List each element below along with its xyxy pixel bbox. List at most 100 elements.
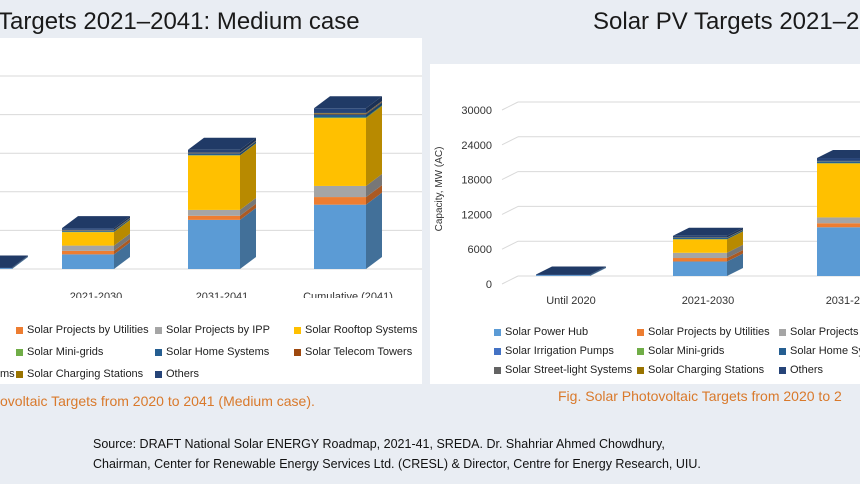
legend-swatch [779, 328, 786, 336]
bar-segment [0, 267, 12, 269]
bar-segment-side [12, 256, 28, 269]
y-tick-label: 30000 [461, 105, 492, 117]
bar-segment [673, 235, 727, 238]
bar-segment-side [366, 101, 382, 114]
bar-segment-side [366, 100, 382, 114]
bar-segment-side [727, 227, 743, 238]
bar-segment-side [366, 192, 382, 269]
bar-segment [314, 114, 366, 118]
left-figure-caption: ovoltaic Targets from 2020 to 2041 (Medi… [0, 393, 315, 409]
bar-segment-side [727, 253, 743, 276]
bar-top-face [817, 150, 860, 159]
y-tick-label: 24000 [461, 140, 492, 152]
source-line-2: Chairman, Center for Renewable Energy Se… [93, 457, 701, 471]
bar-segment [673, 252, 727, 259]
gridline-depth [501, 171, 519, 181]
bar-segment-side [114, 217, 130, 231]
legend-right-item-0: Solar Power Hub [494, 326, 588, 338]
bar-segment-side [240, 203, 256, 220]
y-tick-label: 18000 [461, 175, 492, 187]
bar-segment-side [240, 143, 256, 156]
bar-segment-side [114, 218, 130, 232]
left-chart-title: Targets 2021–2041: Medium case [0, 8, 360, 35]
bar-segment-side [240, 141, 256, 156]
bar-segment [817, 161, 860, 164]
legend-left-item-4: Solar Home Systems [155, 346, 269, 358]
bar-segment-side [727, 231, 743, 253]
legend-right-item-5: Solar Home Sy [779, 345, 860, 357]
x-tick-label: 2031-2041 [196, 291, 249, 298]
right-chart-panel: 0 6000 12000 18000 24000 30000 Capacity, MW (A… [430, 64, 860, 384]
bar-top-face [188, 137, 256, 150]
y-tick-label: 12000 [461, 209, 492, 221]
legend-left-item-3: Solar Mini-grids [16, 346, 103, 358]
left-chart-panel: 2021-2030 2031-2041 Cumulative (2041) [0, 38, 422, 384]
legend-swatch [494, 328, 501, 336]
bar-segment-side [240, 207, 256, 269]
bar-segment [673, 239, 727, 253]
left-chart-svg: 2021-2030 2031-2041 Cumulative (2041) [0, 75, 422, 298]
legend-swatch [16, 370, 23, 378]
legend-left-item-0: Solar Projects by Utilities [16, 324, 149, 336]
bar-top-face [673, 227, 743, 236]
bar-segment [62, 230, 114, 232]
legend-swatch [16, 326, 23, 334]
right-figure-caption: Fig. Solar Photovoltaic Targets from 202… [558, 388, 842, 404]
bar-segment [314, 113, 366, 115]
bar-segment [188, 215, 240, 220]
bar-segment-side [114, 218, 130, 231]
legend-swatch [155, 348, 162, 356]
bar-segment-side [727, 244, 743, 259]
legend-swatch [637, 328, 644, 336]
legend-right-item-7: Solar Charging Stations [637, 364, 764, 376]
bar-segment [188, 209, 240, 216]
bar-top-face [536, 266, 606, 275]
bar-segment [0, 268, 12, 269]
bar-segment [62, 250, 114, 255]
bar-segment-side [114, 220, 130, 246]
legend-left-item-1: Solar Projects by IPP [155, 324, 270, 336]
bar-segment-side [12, 255, 28, 269]
bar-segment-side [590, 266, 606, 276]
bar-segment-side [240, 143, 256, 210]
legend-swatch [779, 366, 786, 374]
bar-segment [62, 254, 114, 269]
bar-segment [188, 219, 240, 269]
legend-swatch [294, 348, 301, 356]
bar-segment [188, 149, 240, 153]
gridline-depth [501, 136, 519, 146]
bar-top-face [62, 216, 130, 229]
bar-segment-side [114, 242, 130, 269]
bar-segment-side [240, 140, 256, 154]
legend-swatch [494, 366, 501, 374]
x-tick-label: 2031-2041 [826, 295, 860, 307]
bar-segment-side [240, 137, 256, 153]
bar-segment-side [727, 229, 743, 238]
bar-segment-side [240, 197, 256, 216]
legend-swatch [779, 347, 786, 355]
bar-segment [62, 228, 114, 230]
bar-segment-side [114, 216, 130, 230]
bar-segment [817, 163, 860, 218]
legend-right-item-4: Solar Mini-grids [637, 345, 724, 357]
bar-segment [314, 197, 366, 205]
legend-swatch [637, 347, 644, 355]
bar-segment-side [240, 140, 256, 153]
right-chart-svg: 0 6000 12000 18000 24000 30000 Capacity, MW (A… [434, 101, 860, 307]
legend-swatch [294, 326, 301, 334]
bar-segment [314, 118, 366, 186]
legend-swatch [16, 348, 23, 356]
legend-right-item-1: Solar Projects by Utilities [637, 326, 770, 338]
bar-segment-side [727, 229, 743, 240]
bar-segment [817, 217, 860, 224]
legend-swatch [155, 326, 162, 334]
bar-top-face [0, 255, 28, 268]
right-chart-title: Solar PV Targets 2021–204 [593, 8, 860, 35]
bar-segment [817, 227, 860, 276]
bar-segment [673, 261, 727, 276]
bar-segment-side [114, 238, 130, 255]
bar-segment-side [366, 106, 382, 186]
bar-segment-side [366, 185, 382, 205]
bar-segment-side [114, 219, 130, 233]
legend-swatch [494, 347, 501, 355]
